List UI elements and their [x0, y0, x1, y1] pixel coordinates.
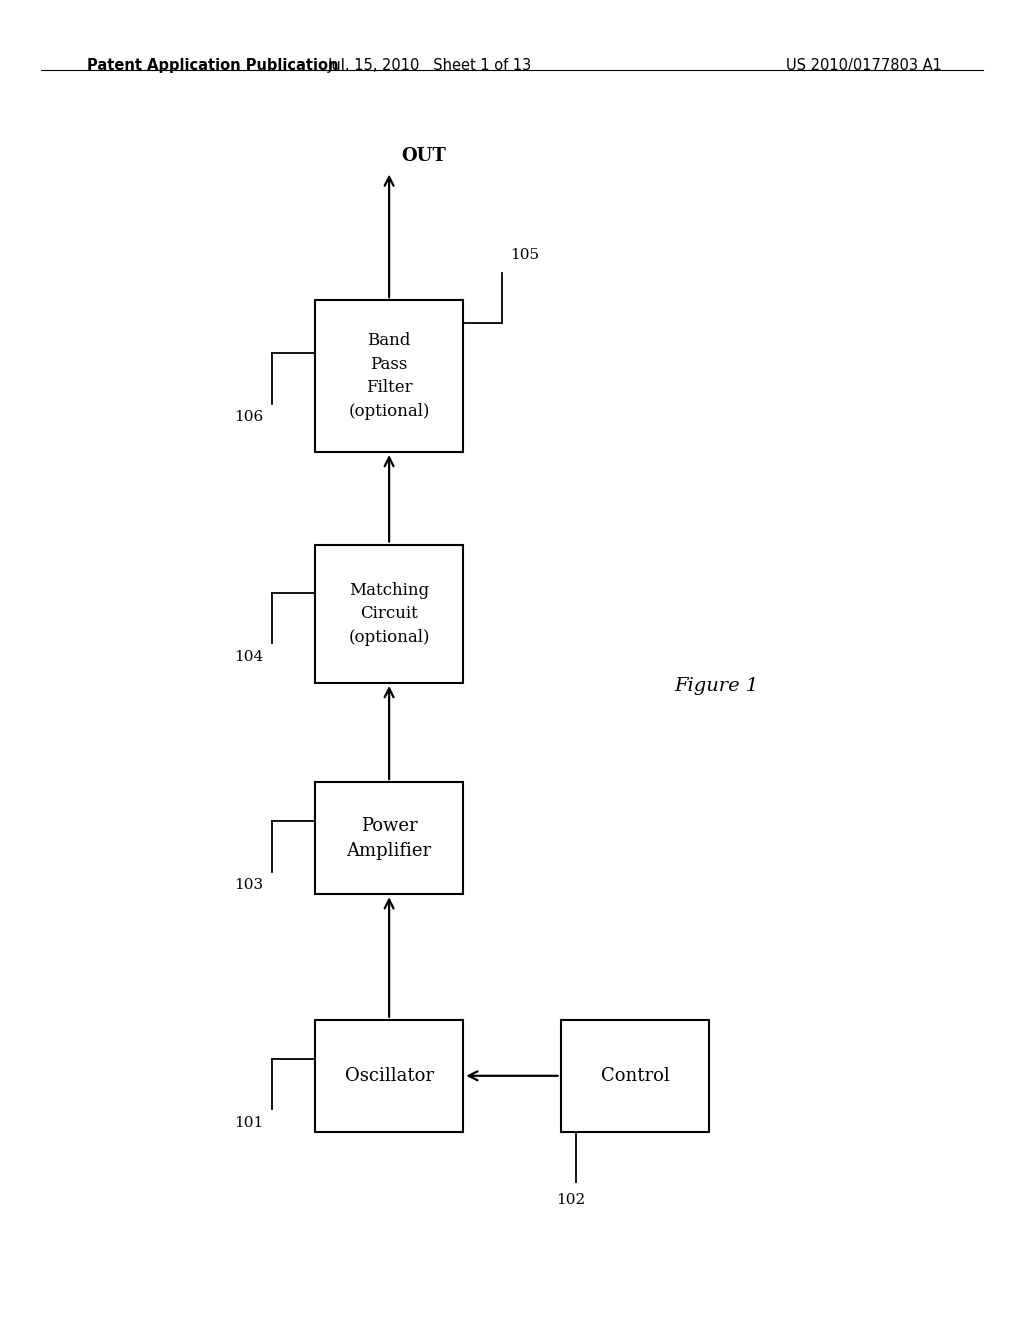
- Text: 104: 104: [234, 649, 264, 664]
- Text: 105: 105: [510, 248, 540, 263]
- Text: Matching
Circuit
(optional): Matching Circuit (optional): [348, 582, 430, 645]
- Text: Control: Control: [600, 1067, 670, 1085]
- Text: OUT: OUT: [401, 147, 446, 165]
- Text: 101: 101: [234, 1115, 264, 1130]
- Text: 106: 106: [234, 411, 264, 424]
- Text: US 2010/0177803 A1: US 2010/0177803 A1: [786, 58, 942, 73]
- Bar: [315, 781, 463, 895]
- Bar: [315, 544, 463, 682]
- Text: 103: 103: [234, 878, 264, 892]
- Text: Jul. 15, 2010   Sheet 1 of 13: Jul. 15, 2010 Sheet 1 of 13: [328, 58, 532, 73]
- Text: Power
Amplifier: Power Amplifier: [346, 817, 432, 859]
- Bar: [561, 1020, 709, 1133]
- Bar: [315, 1020, 463, 1133]
- Text: Oscillator: Oscillator: [345, 1067, 433, 1085]
- Text: Band
Pass
Filter
(optional): Band Pass Filter (optional): [348, 333, 430, 420]
- Text: Figure 1: Figure 1: [675, 677, 759, 696]
- Bar: [315, 301, 463, 451]
- Text: Patent Application Publication: Patent Application Publication: [87, 58, 339, 73]
- Text: 102: 102: [556, 1193, 586, 1206]
